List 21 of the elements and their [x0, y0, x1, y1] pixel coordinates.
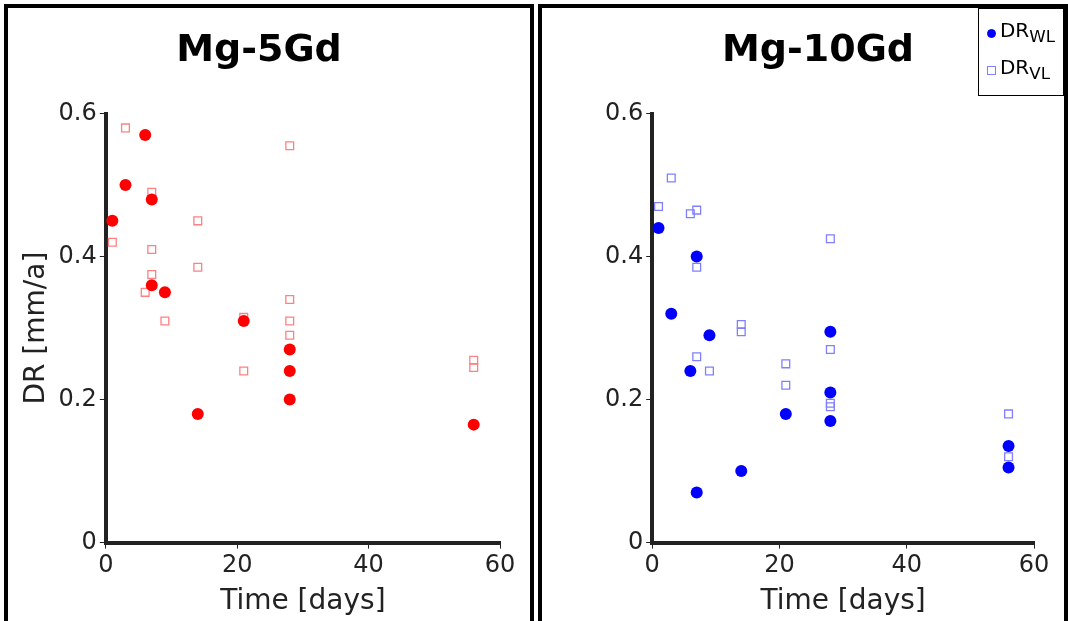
x-tick-label: 60: [1018, 550, 1050, 579]
y-tick-label: 0.4: [605, 240, 644, 269]
y-tick-label: 0.4: [58, 240, 97, 269]
y-tick-label: 0: [81, 526, 97, 555]
chart-title: Mg-10Gd: [721, 25, 915, 70]
legend-label: DR$_{WL}$: [999, 17, 1055, 48]
y-tick-label: 0.2: [605, 383, 644, 412]
x-tick-label: 60: [484, 550, 516, 579]
x-axis-title: Time [days]: [759, 583, 926, 617]
x-tick-label: 40: [353, 550, 384, 579]
y-tick-label: 0: [627, 526, 644, 555]
y-tick-label: 0.6: [58, 97, 97, 126]
chart-title: Mg-5Gd: [176, 25, 342, 70]
legend-label: DR$_{VL}$: [999, 54, 1050, 85]
y-tick-label: 0.2: [58, 383, 97, 412]
x-tick-label: 20: [764, 550, 795, 579]
y-axis-title: DR [mm/a]: [18, 251, 52, 405]
x-tick-label: 20: [221, 550, 253, 579]
x-tick-label: 40: [891, 550, 922, 579]
y-tick-label: 0.6: [605, 97, 644, 126]
x-axis-title: Time [days]: [219, 583, 386, 617]
